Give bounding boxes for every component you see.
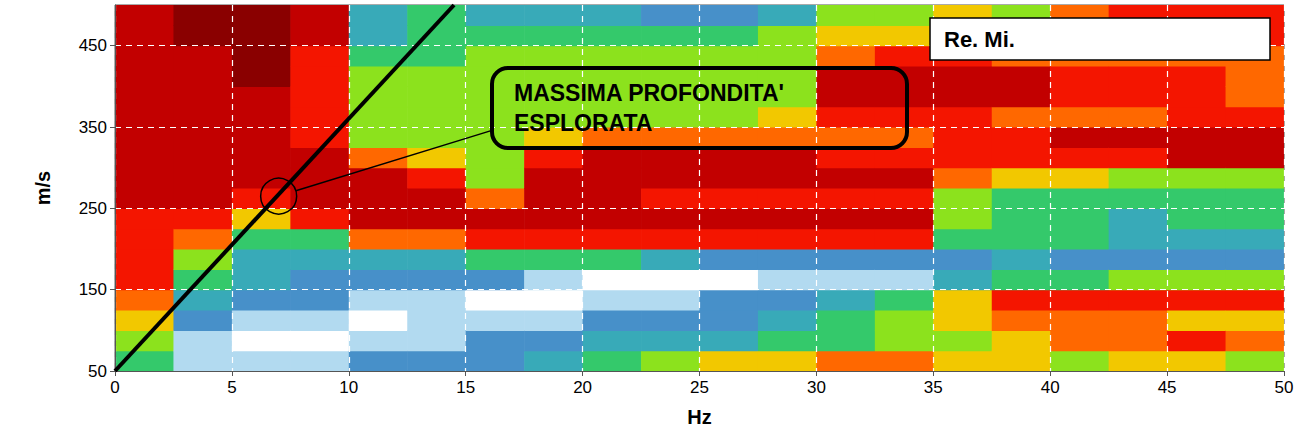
svg-text:0: 0 <box>110 378 119 397</box>
svg-text:50: 50 <box>88 362 107 381</box>
svg-text:450: 450 <box>79 36 107 55</box>
svg-text:10: 10 <box>339 378 358 397</box>
svg-text:35: 35 <box>924 378 943 397</box>
svg-text:25: 25 <box>690 378 709 397</box>
svg-text:40: 40 <box>1041 378 1060 397</box>
svg-text:MASSIMA PROFONDITA': MASSIMA PROFONDITA' <box>514 80 784 106</box>
svg-text:m/s: m/s <box>32 171 54 205</box>
svg-text:20: 20 <box>573 378 592 397</box>
svg-text:Hz: Hz <box>687 406 711 428</box>
svg-text:50: 50 <box>1275 378 1294 397</box>
svg-text:5: 5 <box>227 378 236 397</box>
svg-text:350: 350 <box>79 118 107 137</box>
svg-text:ESPLORATA: ESPLORATA <box>514 110 652 136</box>
svg-text:150: 150 <box>79 280 107 299</box>
svg-text:Re. Mi.: Re. Mi. <box>944 27 1015 52</box>
svg-text:45: 45 <box>1158 378 1177 397</box>
svg-text:30: 30 <box>807 378 826 397</box>
svg-text:15: 15 <box>456 378 475 397</box>
svg-text:250: 250 <box>79 199 107 218</box>
